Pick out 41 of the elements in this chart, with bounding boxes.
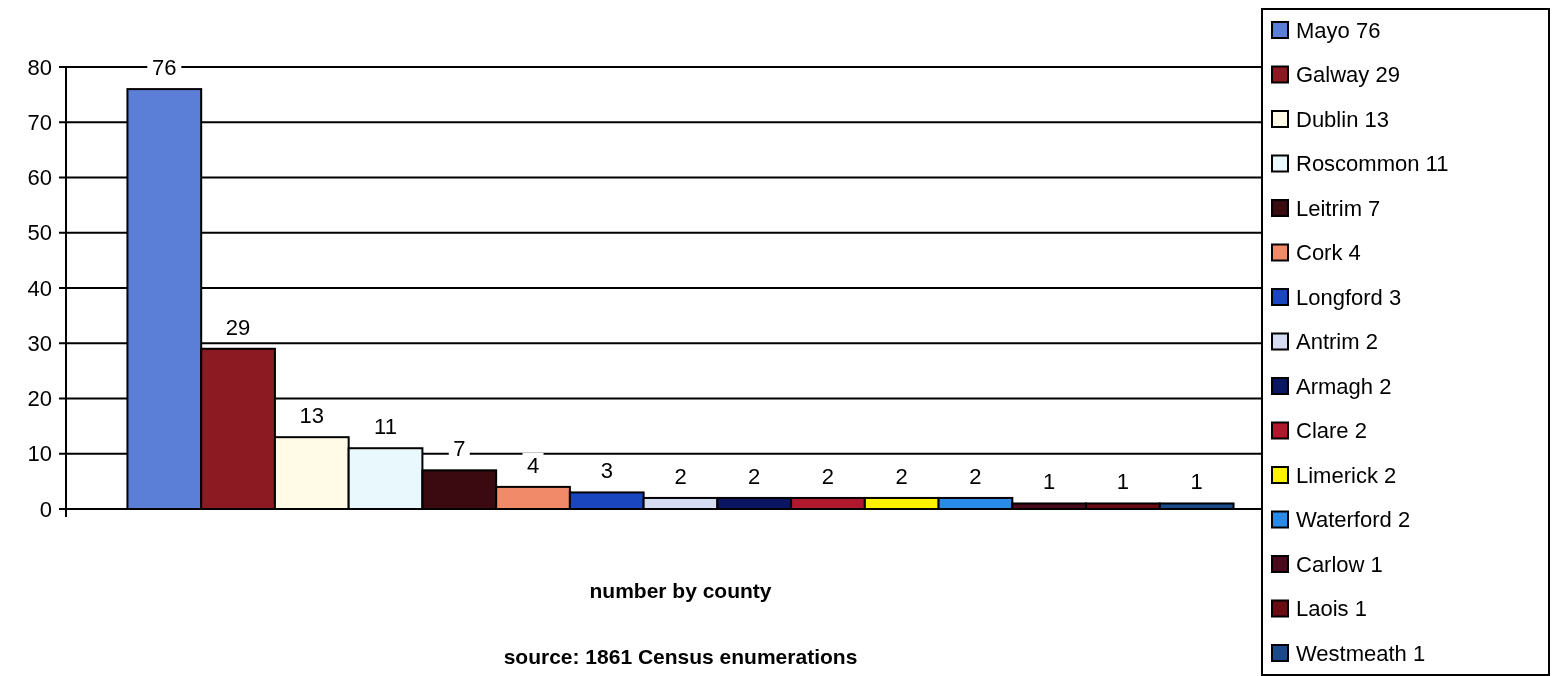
data-label: 3 xyxy=(600,458,613,484)
y-tick-label: 20 xyxy=(27,386,52,412)
legend-label: Dublin 13 xyxy=(1296,106,1389,132)
legend-label: Antrim 2 xyxy=(1296,329,1378,355)
legend-label: Limerick 2 xyxy=(1296,462,1397,488)
legend-label: Cork 4 xyxy=(1296,240,1361,266)
data-label: 13 xyxy=(299,403,325,429)
legend-label: Armagh 2 xyxy=(1296,373,1392,399)
y-tick-label: 10 xyxy=(27,441,52,467)
legend-label: Clare 2 xyxy=(1296,418,1367,444)
legend-label: Laois 1 xyxy=(1296,596,1367,622)
data-label: 29 xyxy=(225,314,251,340)
y-tick-label: 50 xyxy=(27,220,52,246)
legend-label: Carlow 1 xyxy=(1296,551,1383,577)
legend-label: Waterford 2 xyxy=(1296,507,1411,533)
legend-label: Longford 3 xyxy=(1296,284,1402,310)
data-label: 1 xyxy=(1043,469,1056,495)
y-tick-label: 40 xyxy=(27,275,52,301)
data-label: 1 xyxy=(1116,469,1130,495)
y-tick-label: 60 xyxy=(27,165,52,191)
data-label: 76 xyxy=(152,55,177,81)
data-label: 2 xyxy=(821,463,835,489)
data-label: 2 xyxy=(895,463,908,489)
legend-label: Mayo 76 xyxy=(1296,17,1381,43)
x-axis-title: number by county xyxy=(589,579,772,602)
y-tick-label: 0 xyxy=(39,496,52,522)
legend-label: Leitrim 7 xyxy=(1296,195,1381,221)
data-label: 1 xyxy=(1190,469,1203,495)
legend-label: Galway 29 xyxy=(1296,62,1400,88)
y-tick-label: 30 xyxy=(27,330,52,356)
data-label: 11 xyxy=(374,414,397,440)
source-note: source: 1861 Census enumerations xyxy=(503,645,858,668)
data-label: 2 xyxy=(748,463,761,489)
data-label: 7 xyxy=(453,436,466,462)
y-tick-label: 80 xyxy=(27,54,52,80)
y-tick-label: 70 xyxy=(27,109,52,135)
legend-label: Roscommon 11 xyxy=(1296,151,1449,177)
data-label: 2 xyxy=(969,463,982,489)
legend-label: Westmeath 1 xyxy=(1296,640,1426,666)
data-label: 4 xyxy=(526,452,540,478)
data-label: 2 xyxy=(674,463,687,489)
